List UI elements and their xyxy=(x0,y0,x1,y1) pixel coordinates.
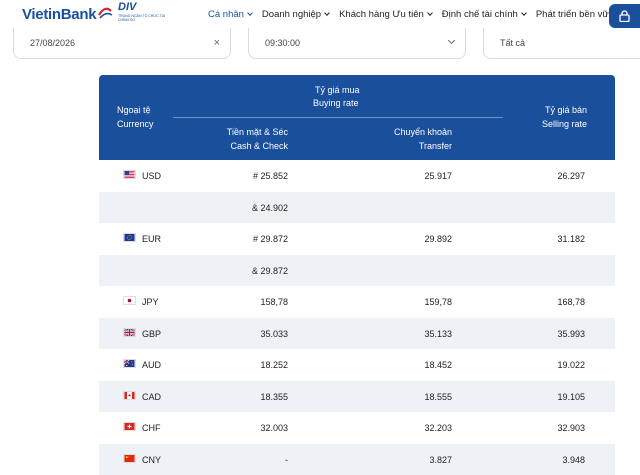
th-cash-vi: Tiền mặt & Séc xyxy=(226,127,288,137)
nav-item-ca-nhan[interactable]: Cá nhân xyxy=(208,9,253,20)
logo-text: VietinBank xyxy=(22,6,97,23)
table-row: GBP 35.033 35.133 35.993 xyxy=(99,317,615,349)
nav-label: Định chế tài chính xyxy=(441,9,518,20)
th-buy-vi: Tỷ giá mua xyxy=(315,85,360,95)
transfer-rate: 3.827 xyxy=(429,454,452,465)
transfer-rate: 35.133 xyxy=(424,328,452,339)
eu-flag-icon xyxy=(123,233,136,242)
sell-rate: 26.297 xyxy=(557,171,585,181)
vietinbank-logo[interactable]: VietinBank xyxy=(22,6,113,23)
sell-rate: 19.105 xyxy=(557,391,585,402)
sell-rate: 168,78 xyxy=(557,297,585,307)
div-badge-subtitle: TRUNG NGÂN TỔ CHỨC TÀI CHÍNH SỐ xyxy=(118,14,166,22)
table-row: CNY - 3.827 3.948 xyxy=(99,443,615,475)
table-header: Ngoại tệ Currency Tỷ giá mua Buying rate… xyxy=(99,75,615,160)
currency-code: AUD xyxy=(142,360,162,370)
us-flag-icon xyxy=(123,170,136,179)
clear-icon[interactable]: × xyxy=(213,37,220,49)
nav-item-phat-trien-ben-vung[interactable]: Phát triển bền vững xyxy=(536,9,619,20)
currency-code: CHF xyxy=(142,423,161,433)
sell-rate: 19.022 xyxy=(557,360,585,370)
nav-label: Cá nhân xyxy=(208,9,244,20)
date-field[interactable]: 27/08/2026 × xyxy=(13,28,231,59)
sell-rate: 31.182 xyxy=(557,234,585,244)
table-row: EUR # 29.872 29.892 31.182 xyxy=(99,223,615,255)
chevron-down-icon xyxy=(324,10,330,16)
nav-item-dinh-che-tai-chinh[interactable]: Định chế tài chính xyxy=(441,9,527,20)
transfer-rate: 18.555 xyxy=(424,391,452,402)
nav-item-doanh-nghiep[interactable]: Doanh nghiệp xyxy=(261,9,330,20)
currency-code: GBP xyxy=(142,328,162,339)
ca-flag-icon xyxy=(123,390,136,400)
time-value: 09:30:00 xyxy=(265,38,301,48)
th-sell-en: Selling rate xyxy=(541,119,587,129)
transfer-rate: 18.452 xyxy=(424,360,452,370)
cash-rate: 35.033 xyxy=(260,328,288,339)
login-button[interactable] xyxy=(609,4,640,28)
chevron-down-icon xyxy=(447,36,456,45)
div-badge-logo: DIV TRUNG NGÂN TỔ CHỨC TÀI CHÍNH SỐ xyxy=(118,2,166,30)
table-row: & 24.902 xyxy=(99,191,615,223)
table-row: CAD 18.355 18.555 19.105 xyxy=(99,380,615,412)
transfer-rate: 25.917 xyxy=(424,171,452,181)
th-sell-vi: Tỷ giá bán xyxy=(544,105,587,115)
transfer-rate: 32.203 xyxy=(424,423,452,433)
sell-rate: 3.948 xyxy=(562,454,585,465)
chevron-down-icon xyxy=(426,10,433,16)
lock-icon xyxy=(619,10,630,22)
currency-code: USD xyxy=(142,171,162,181)
main-nav: Cá nhân Doanh nghiệp Khách hàng Ưu tiên … xyxy=(208,9,629,20)
currency-code: CNY xyxy=(142,454,162,465)
transfer-rate: 159,78 xyxy=(424,297,452,307)
currency-code: JPY xyxy=(142,297,159,307)
cash-rate: # 25.852 xyxy=(252,171,288,181)
th-currency-en: Currency xyxy=(117,119,154,129)
table-row: CHF 32.003 32.203 32.903 xyxy=(99,412,615,444)
nav-item-khach-hang-uu-tien[interactable]: Khách hàng Ưu tiên xyxy=(339,9,433,20)
th-transfer-en: Transfer xyxy=(418,141,452,151)
sell-rate: 35.993 xyxy=(557,328,585,339)
cash-rate: & 24.902 xyxy=(251,202,288,213)
cn-flag-icon xyxy=(123,453,136,463)
currency-code: CAD xyxy=(142,391,162,402)
ch-flag-icon xyxy=(123,422,136,431)
time-select[interactable]: 09:30:00 xyxy=(248,28,466,59)
table-row: & 29.872 xyxy=(99,254,615,286)
th-transfer-vi: Chuyển khoản xyxy=(393,127,452,137)
top-header: VietinBank DIV TRUNG NGÂN TỔ CHỨC TÀI CH… xyxy=(0,0,640,33)
currency-value: Tất cả xyxy=(500,38,526,48)
currency-select[interactable]: Tất cả xyxy=(483,28,640,59)
th-currency-vi: Ngoại tệ xyxy=(117,105,151,115)
chevron-down-icon xyxy=(521,10,527,16)
uk-flag-icon xyxy=(123,327,136,337)
th-buy-en: Buying rate xyxy=(313,98,359,108)
nav-label: Doanh nghiệp xyxy=(261,9,322,20)
cash-rate: 18.252 xyxy=(260,360,288,370)
table-row: AUD 18.252 18.452 19.022 xyxy=(99,349,615,381)
cash-rate: 18.355 xyxy=(260,391,288,402)
chevron-down-icon xyxy=(247,10,253,16)
jp-flag-icon xyxy=(123,296,136,305)
cash-rate: 158,78 xyxy=(260,297,288,307)
cash-rate: - xyxy=(285,454,288,465)
th-cash-en: Cash & Check xyxy=(230,141,288,151)
header-divider xyxy=(173,117,503,118)
nav-label: Phát triển bền vững xyxy=(535,9,620,20)
cash-rate: 32.003 xyxy=(260,423,288,433)
au-flag-icon xyxy=(123,359,136,368)
date-value: 27/08/2026 xyxy=(30,38,76,48)
nav-label: Khách hàng Ưu tiên xyxy=(339,9,424,20)
logo-swirl-icon xyxy=(98,7,113,19)
cash-rate: # 29.872 xyxy=(252,234,288,244)
table-row: JPY 158,78 159,78 168,78 xyxy=(99,286,615,318)
cash-rate: & 29.872 xyxy=(251,265,288,276)
sell-rate: 32.903 xyxy=(557,423,585,433)
table-row: USD # 25.852 25.917 26.297 xyxy=(99,160,615,192)
currency-code: EUR xyxy=(142,234,162,244)
div-badge-title: DIV xyxy=(118,1,137,13)
exchange-rate-table: Ngoại tệ Currency Tỷ giá mua Buying rate… xyxy=(99,75,615,475)
transfer-rate: 29.892 xyxy=(424,234,452,244)
